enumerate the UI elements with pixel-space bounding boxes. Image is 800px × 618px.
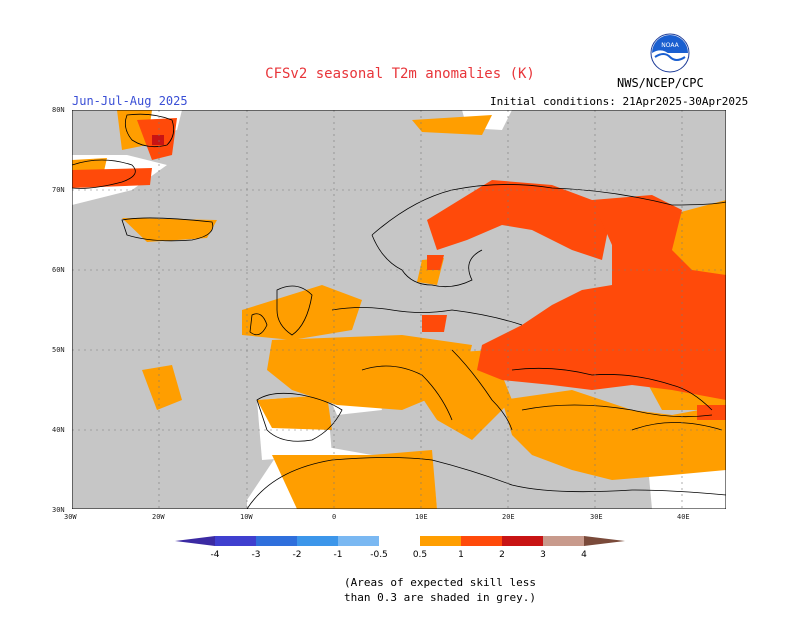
legend-label: -0.5 [370,550,388,560]
legend-arrow-high [584,536,625,546]
lat-label: 60N [52,266,65,274]
agency-label: NWS/NCEP/CPC [617,76,704,90]
legend-label: 1 [458,550,464,560]
legend-label: 4 [581,550,587,560]
lat-label: 80N [52,106,65,114]
skill-footnote: (Areas of expected skill less than 0.3 a… [310,575,570,605]
noaa-logo: NOAA [650,33,690,73]
lon-label: 30W [64,513,77,521]
lat-label: 30N [52,506,65,514]
lat-label: 50N [52,346,65,354]
legend-label: 0.5 [413,550,427,560]
anomaly-1-2-areas [72,118,726,420]
anomaly-2-3-areas [152,135,164,145]
map-title: CFSv2 seasonal T2m anomalies (K) [265,66,535,82]
lon-label: 20E [502,513,515,521]
anomaly-map [72,110,726,509]
footnote-line: (Areas of expected skill less [343,576,537,589]
graticule [72,110,726,509]
initial-conditions-label: Initial conditions: 21Apr2025-30Apr2025 [490,95,749,108]
legend-label: -1 [334,550,343,560]
logo-text: NOAA [661,42,679,49]
lat-label: 40N [52,426,65,434]
footnote-line: than 0.3 are shaded in grey.) [343,591,537,604]
legend-label: -3 [252,550,261,560]
lon-label: 20W [152,513,165,521]
season-label: Jun-Jul-Aug 2025 [72,94,188,108]
lon-label: 40E [677,513,690,521]
legend-label: 3 [540,550,546,560]
legend-label: 2 [499,550,505,560]
legend-arrow-low [175,536,215,546]
lon-label: 0 [332,513,337,521]
lon-label: 10E [415,513,428,521]
lon-label: 10W [240,513,253,521]
legend-label: -2 [293,550,302,560]
lat-label: 70N [52,186,65,194]
legend-label: -4 [211,550,220,560]
coastlines [72,113,726,509]
color-bar-legend: -4 -3 -2 -1 -0.5 0.5 1 2 3 4 [175,536,625,560]
lon-label: 30E [590,513,603,521]
